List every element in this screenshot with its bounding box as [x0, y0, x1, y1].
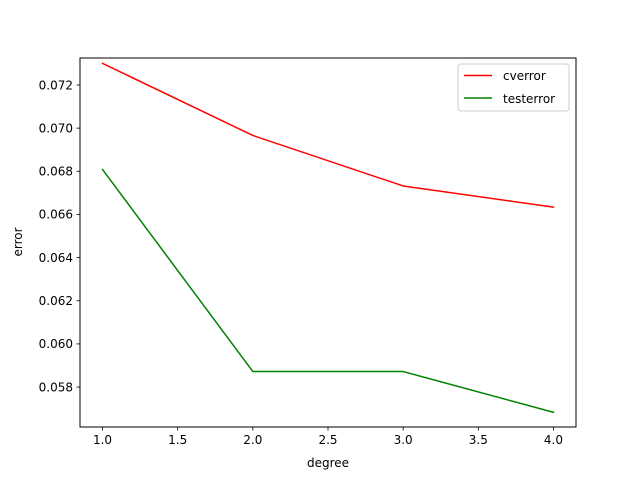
y-tick-label: 0.064: [39, 251, 73, 265]
y-tick-label: 0.068: [39, 165, 73, 179]
x-tick-label: 2.0: [243, 433, 262, 447]
x-axis-label: degree: [307, 456, 349, 470]
x-tick-label: 1.5: [168, 433, 187, 447]
y-axis-label: error: [11, 227, 25, 256]
legend-label-cverror: cverror: [503, 69, 546, 83]
x-tick-label: 2.5: [318, 433, 337, 447]
y-axis-ticks: 0.058 0.060 0.062 0.064 0.066 0.068 0.070 0.072: [39, 78, 80, 394]
y-tick-label: 0.066: [39, 208, 73, 222]
series-lines: [101, 62, 555, 414]
series-line-testerror: [101, 168, 555, 414]
y-tick-label: 0.058: [39, 380, 73, 394]
series-line-cverror: [101, 62, 555, 208]
x-tick-label: 3.5: [469, 433, 488, 447]
legend-label-testerror: testerror: [503, 92, 555, 106]
x-tick-label: 3.0: [394, 433, 413, 447]
y-tick-label: 0.070: [39, 121, 73, 135]
x-tick-label: 4.0: [544, 433, 563, 447]
y-tick-label: 0.072: [39, 78, 73, 92]
x-tick-label: 1.0: [93, 433, 112, 447]
y-tick-label: 0.062: [39, 294, 73, 308]
y-tick-label: 0.060: [39, 337, 73, 351]
legend: cverror testerror: [457, 63, 570, 112]
x-axis-ticks: 1.0 1.5 2.0 2.5 3.0 3.5 4.0: [93, 427, 563, 447]
